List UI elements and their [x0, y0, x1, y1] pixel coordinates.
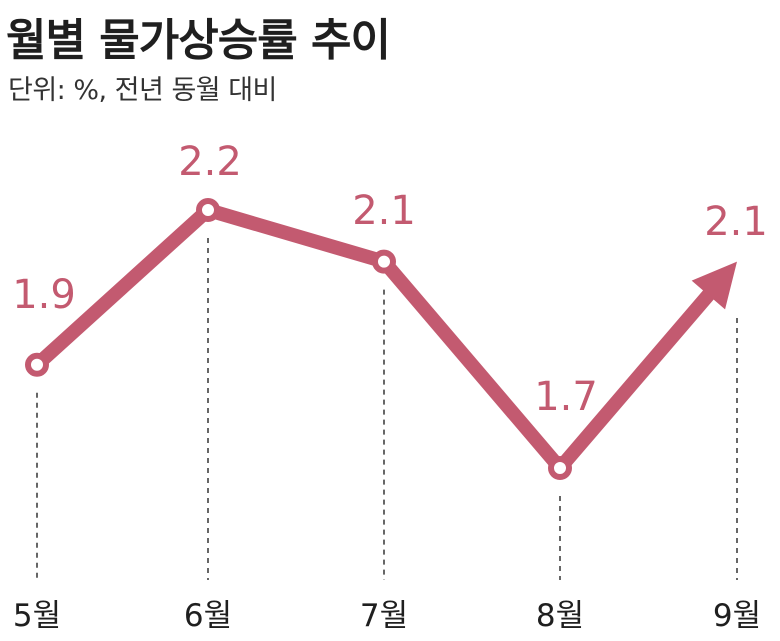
- chart-title: 월별 물가상승률 추이: [6, 15, 391, 66]
- data-point-1: [25, 352, 49, 377]
- x-tick-label-4: 8월: [536, 598, 584, 634]
- x-axis-ticks: 5월 6월 7월 8월 9월: [13, 598, 761, 634]
- value-labels: 1.9 2.2 2.1 1.7 2.1: [12, 139, 768, 420]
- x-tick-label-3: 7월: [360, 598, 408, 634]
- series-arrowhead: [691, 261, 737, 310]
- series-polyline: [32, 202, 717, 479]
- data-point-3: [372, 249, 396, 274]
- x-tick-label-5: 9월: [713, 598, 761, 634]
- x-tick-label-2: 6월: [184, 598, 232, 634]
- x-tick-label-1: 5월: [13, 598, 61, 634]
- value-label-3: 2.1: [352, 188, 416, 234]
- chart-subtitle: 단위: %, 전년 동월 대비: [8, 75, 277, 106]
- guide-lines: [36, 238, 738, 580]
- series-line: [32, 202, 737, 479]
- data-point-4: [548, 456, 572, 480]
- value-label-5: 2.1: [704, 199, 768, 245]
- value-label-2: 2.2: [178, 139, 242, 185]
- value-label-1: 1.9: [12, 272, 76, 318]
- data-point-2: [196, 198, 220, 222]
- value-label-4: 1.7: [534, 374, 598, 420]
- point-markers: [25, 198, 572, 480]
